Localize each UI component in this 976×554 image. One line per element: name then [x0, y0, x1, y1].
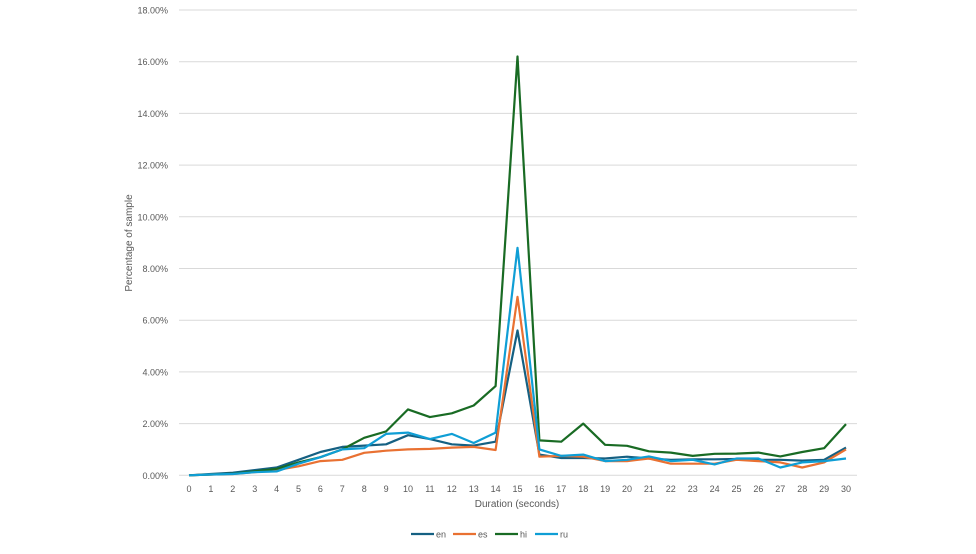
x-tick-label: 29: [819, 484, 829, 494]
series-line-ru: [188, 246, 847, 477]
x-tick-label: 0: [186, 484, 191, 494]
y-axis-ticks: 0.00% 2.00% 4.00% 6.00% 8.00% 10.00% 12.00% 14.…: [137, 6, 168, 481]
x-tick-label: 17: [556, 484, 566, 494]
y-tick-label: 18.00%: [137, 6, 168, 16]
y-tick-label: 16.00%: [137, 57, 168, 67]
x-axis-ticks: 0 1 2 3 4 5 6 7 8 9 10 11 12 13 14 15 16 17 18 19 20 21 22 23 24…: [186, 484, 851, 494]
x-tick-label: 30: [841, 484, 851, 494]
legend-label-en: en: [436, 530, 446, 540]
x-tick-label: 12: [447, 484, 457, 494]
x-tick-label: 3: [252, 484, 257, 494]
x-tick-label: 11: [425, 484, 434, 494]
x-tick-label: 16: [534, 484, 544, 494]
y-tick-label: 10.00%: [137, 212, 168, 222]
x-tick-label: 13: [469, 484, 479, 494]
legend: en es hi ru: [411, 530, 568, 540]
x-tick-label: 20: [622, 484, 632, 494]
legend-label-ru: ru: [560, 530, 568, 540]
legend-label-es: es: [478, 530, 488, 540]
x-tick-label: 6: [318, 484, 323, 494]
y-tick-label: 6.00%: [142, 316, 168, 326]
x-tick-label: 1: [208, 484, 213, 494]
x-tick-label: 9: [384, 484, 389, 494]
x-tick-label: 22: [666, 484, 676, 494]
x-tick-label: 18: [578, 484, 588, 494]
x-tick-label: 7: [340, 484, 345, 494]
x-tick-label: 10: [403, 484, 413, 494]
x-tick-label: 15: [512, 484, 522, 494]
series-line-es: [188, 295, 847, 477]
x-tick-label: 8: [362, 484, 367, 494]
x-tick-label: 25: [731, 484, 741, 494]
x-tick-label: 23: [688, 484, 698, 494]
y-tick-label: 4.00%: [142, 367, 168, 377]
x-tick-label: 26: [753, 484, 763, 494]
x-tick-label: 28: [797, 484, 807, 494]
x-axis-label: Duration (seconds): [475, 499, 559, 510]
x-tick-label: 24: [710, 484, 720, 494]
series-line-hi: [188, 55, 847, 477]
legend-label-hi: hi: [520, 530, 527, 540]
y-tick-label: 8.00%: [142, 264, 168, 274]
x-tick-label: 19: [600, 484, 610, 494]
x-tick-label: 4: [274, 484, 279, 494]
y-tick-label: 14.00%: [137, 109, 168, 119]
y-tick-label: 12.00%: [137, 161, 168, 171]
x-tick-label: 14: [491, 484, 501, 494]
x-tick-label: 27: [775, 484, 785, 494]
x-tick-label: 21: [644, 484, 654, 494]
series-lines: [188, 55, 847, 477]
x-tick-label: 2: [230, 484, 235, 494]
y-axis-label: Percentage of sample: [124, 194, 135, 292]
y-tick-label: 0.00%: [142, 471, 168, 481]
y-tick-label: 2.00%: [142, 419, 168, 429]
x-tick-label: 5: [296, 484, 301, 494]
